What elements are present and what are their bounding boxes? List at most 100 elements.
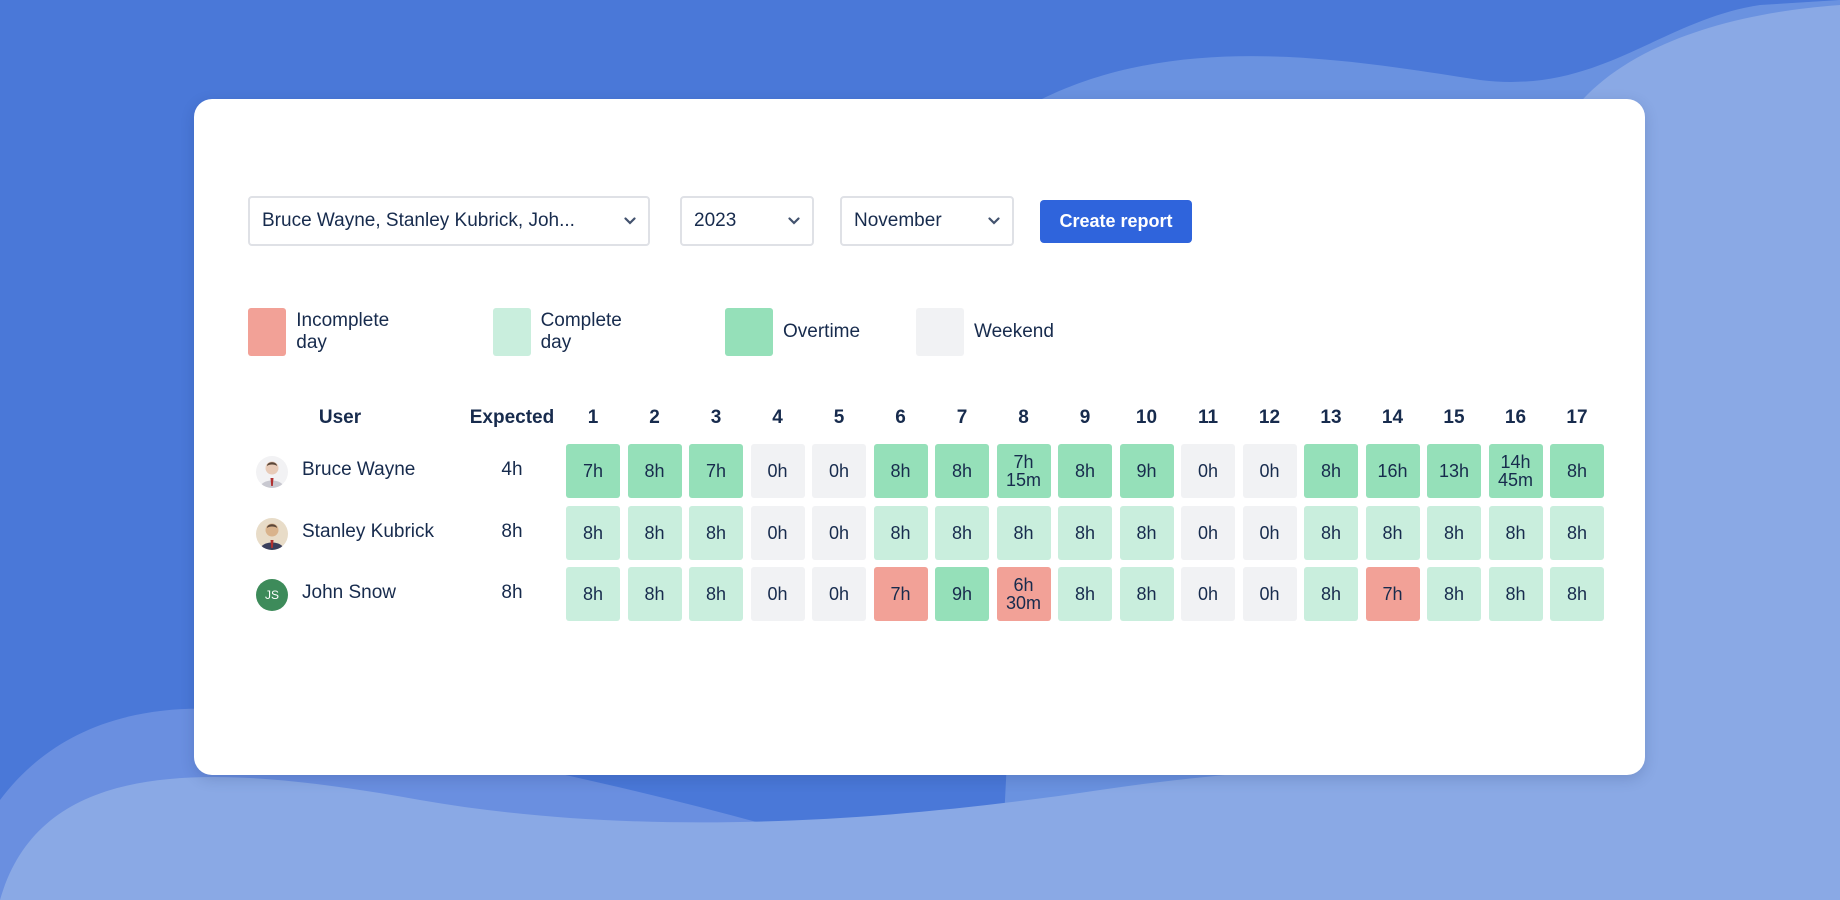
users-select[interactable]: Bruce Wayne, Stanley Kubrick, Joh... — [248, 196, 650, 246]
create-report-button[interactable]: Create report — [1040, 200, 1192, 243]
day-cell[interactable]: 0h — [812, 444, 866, 498]
day-cell[interactable]: 8h — [1304, 444, 1358, 498]
day-cell[interactable]: 8h — [935, 505, 989, 560]
day-cell[interactable]: 0h — [812, 505, 866, 560]
day-cell-hours: 8h — [1074, 584, 1096, 604]
day-cell[interactable]: 14h 45m — [1488, 444, 1543, 498]
day-cell[interactable]: 8h — [1488, 567, 1543, 621]
day-cell[interactable]: 8h — [1427, 567, 1481, 621]
day-cell-hours: 8h — [1013, 522, 1034, 543]
day-cell-hours: 8h — [644, 461, 665, 481]
legend-item-incomplete: Incomplete day — [248, 308, 399, 356]
day-cell-hours: 8h — [1074, 522, 1096, 543]
day-cell-hours: 0h — [1259, 461, 1280, 481]
chevron-down-icon — [624, 215, 636, 227]
day-cell[interactable]: 8h — [566, 505, 620, 560]
legend-label: Overtime — [783, 321, 861, 342]
day-cell[interactable]: 8h — [873, 444, 928, 498]
report-card: Bruce Wayne, Stanley Kubrick, Joh... 202… — [194, 99, 1645, 775]
day-cell-hours: 0h — [767, 522, 788, 543]
day-cell[interactable]: 13h — [1427, 444, 1481, 498]
day-cell[interactable]: 0h — [1181, 567, 1235, 621]
day-cell[interactable]: 0h — [1242, 567, 1297, 621]
day-cell[interactable]: 9h — [1119, 444, 1174, 498]
expected-hours: 8h — [501, 582, 523, 603]
day-cell-hours: 8h — [1136, 584, 1157, 604]
day-cell[interactable]: 8h — [1058, 567, 1112, 621]
day-cell-hours: 0h — [828, 461, 850, 481]
day-cell[interactable]: 0h — [1242, 444, 1297, 498]
day-column-header: 6 — [895, 407, 906, 428]
day-cell[interactable]: 7h — [689, 444, 743, 498]
day-cell[interactable]: 0h — [750, 444, 805, 498]
day-cell[interactable]: 8h — [1427, 505, 1481, 560]
day-cell-hours: 8h — [1566, 461, 1588, 481]
user-avatar: JS — [256, 579, 288, 611]
users-select-value: Bruce Wayne, Stanley Kubrick, Joh... — [262, 210, 575, 231]
day-cell[interactable]: 16h — [1365, 444, 1420, 498]
day-cell[interactable]: 8h — [935, 444, 989, 498]
day-cell-hours: 14h 45m — [1497, 452, 1533, 490]
day-cell[interactable]: 8h — [1304, 567, 1358, 621]
day-cell-hours: 0h — [828, 584, 850, 604]
day-cell-hours: 7h — [1382, 584, 1403, 604]
day-cell-hours: 0h — [767, 584, 788, 604]
avatar-initials: JS — [264, 588, 279, 602]
day-cell-hours: 8h — [582, 584, 604, 604]
day-cell[interactable]: 8h — [1365, 505, 1420, 560]
day-cell[interactable]: 8h — [1550, 505, 1604, 560]
day-cell[interactable]: 8h — [627, 567, 682, 621]
day-cell[interactable]: 8h — [1488, 505, 1543, 560]
day-cell[interactable]: 8h — [1304, 505, 1358, 560]
day-cell[interactable]: 0h — [1181, 505, 1235, 560]
day-cell[interactable]: 6h 30m — [996, 567, 1051, 621]
day-column-header: 11 — [1197, 407, 1219, 428]
day-cell[interactable]: 8h — [627, 505, 682, 560]
day-cell[interactable]: 7h 15m — [996, 444, 1051, 498]
day-cell-hours: 0h — [1197, 522, 1219, 543]
day-cell[interactable]: 8h — [1119, 567, 1174, 621]
day-cell-hours: 0h — [828, 522, 850, 543]
day-cell[interactable]: 8h — [873, 505, 928, 560]
day-cell[interactable]: 7h — [873, 567, 928, 621]
user-avatar — [256, 456, 288, 488]
day-cell[interactable]: 8h — [1550, 567, 1604, 621]
day-column-header: 12 — [1258, 407, 1281, 428]
day-cell-hours: 0h — [767, 461, 788, 481]
year-select[interactable]: 2023 — [680, 196, 814, 246]
table-header: User Expected 1 2 3 4 5 6 7 8 9 10 11 12 13 14 15 16 17 — [194, 407, 1645, 433]
legend-item-overtime: Overtime — [725, 308, 860, 356]
day-column-header: 5 — [833, 407, 845, 428]
day-cell[interactable]: 8h — [1058, 444, 1112, 498]
day-cell-hours: 8h — [1320, 522, 1342, 543]
day-cell[interactable]: 8h — [566, 567, 620, 621]
legend-label: Complete day — [540, 310, 622, 353]
day-cell-hours: 0h — [1259, 522, 1280, 543]
day-cell-hours: 8h — [1505, 584, 1526, 604]
day-cell[interactable]: 8h — [1119, 505, 1174, 560]
day-cell[interactable]: 8h — [996, 505, 1051, 560]
day-cell[interactable]: 8h — [689, 567, 743, 621]
day-cell[interactable]: 8h — [689, 505, 743, 560]
day-cell[interactable]: 8h — [1058, 505, 1112, 560]
day-column-header: 2 — [649, 407, 660, 428]
day-cell[interactable]: 0h — [812, 567, 866, 621]
day-cell[interactable]: 0h — [750, 505, 805, 560]
day-cell-hours: 8h — [1566, 584, 1588, 604]
day-cell[interactable]: 9h — [935, 567, 989, 621]
day-cell-hours: 8h — [890, 522, 911, 543]
day-cell[interactable]: 7h — [566, 444, 620, 498]
day-cell[interactable]: 0h — [750, 567, 805, 621]
day-cell-hours: 8h — [890, 461, 911, 481]
day-cell[interactable]: 7h — [1365, 567, 1420, 621]
legend-swatch-overtime — [725, 308, 773, 356]
legend-swatch-complete — [493, 308, 531, 356]
day-cell[interactable]: 8h — [1550, 444, 1604, 498]
day-cell[interactable]: 0h — [1181, 444, 1235, 498]
day-cell[interactable]: 8h — [627, 444, 682, 498]
day-column-header: 10 — [1135, 407, 1158, 428]
day-cell-hours: 8h — [1566, 522, 1588, 543]
month-select[interactable]: November — [840, 196, 1014, 246]
day-cell-hours: 8h — [951, 522, 973, 543]
day-cell[interactable]: 0h — [1242, 505, 1297, 560]
